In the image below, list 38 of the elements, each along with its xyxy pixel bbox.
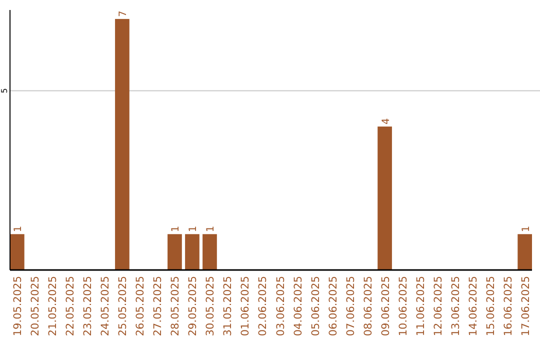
x-tick-label: 27.05.2025 — [152, 276, 164, 336]
x-tick-label: 06.06.2025 — [327, 276, 340, 336]
data-label: 1 — [206, 226, 217, 232]
x-tick-label: 29.05.2025 — [187, 276, 200, 336]
data-label: 7 — [118, 10, 130, 17]
x-tick-label: 08.06.2025 — [362, 276, 374, 336]
y-tick-label: 5 — [0, 88, 9, 94]
x-tick-label: 28.05.2025 — [170, 276, 182, 336]
x-tick-label: 14.06.2025 — [467, 276, 480, 336]
x-tick-label: 26.05.2025 — [134, 276, 147, 336]
data-label: 1 — [13, 226, 24, 232]
x-tick-label: 05.06.2025 — [310, 276, 322, 336]
data-label: 1 — [188, 226, 200, 232]
data-label: 1 — [170, 226, 182, 232]
x-tick-label: 01.06.2025 — [240, 276, 252, 336]
x-tick-label: 20.05.2025 — [30, 276, 42, 336]
x-tick-label: 15.06.2025 — [484, 276, 497, 336]
x-tick-label: 09.06.2025 — [380, 276, 392, 336]
data-label: 4 — [380, 118, 392, 125]
x-tick-label: 12.06.2025 — [432, 276, 444, 336]
x-tick-label: 22.05.2025 — [64, 276, 77, 336]
x-tick-label: 19.05.2025 — [12, 276, 24, 336]
x-tick-label: 03.06.2025 — [274, 276, 287, 336]
x-tick-label: 24.05.2025 — [100, 276, 112, 336]
x-tick-label: 13.06.2025 — [450, 276, 462, 336]
x-tick-label: 04.06.2025 — [292, 276, 304, 336]
x-tick-label: 16.06.2025 — [502, 276, 514, 336]
x-tick-label: 10.06.2025 — [397, 276, 410, 336]
x-tick-label: 07.06.2025 — [344, 276, 357, 336]
x-tick-label: 31.05.2025 — [222, 276, 234, 336]
x-tick-label: 30.05.2025 — [204, 276, 217, 336]
x-tick-label: 23.05.2025 — [82, 276, 94, 336]
x-tick-label: 17.06.2025 — [520, 276, 532, 336]
data-label: 1 — [520, 226, 532, 232]
x-tick-label: 11.06.2025 — [414, 276, 427, 336]
x-tick-label: 21.05.2025 — [47, 276, 60, 336]
x-tick-label: 02.06.2025 — [257, 276, 270, 336]
x-tick-label: 25.05.2025 — [117, 276, 130, 336]
